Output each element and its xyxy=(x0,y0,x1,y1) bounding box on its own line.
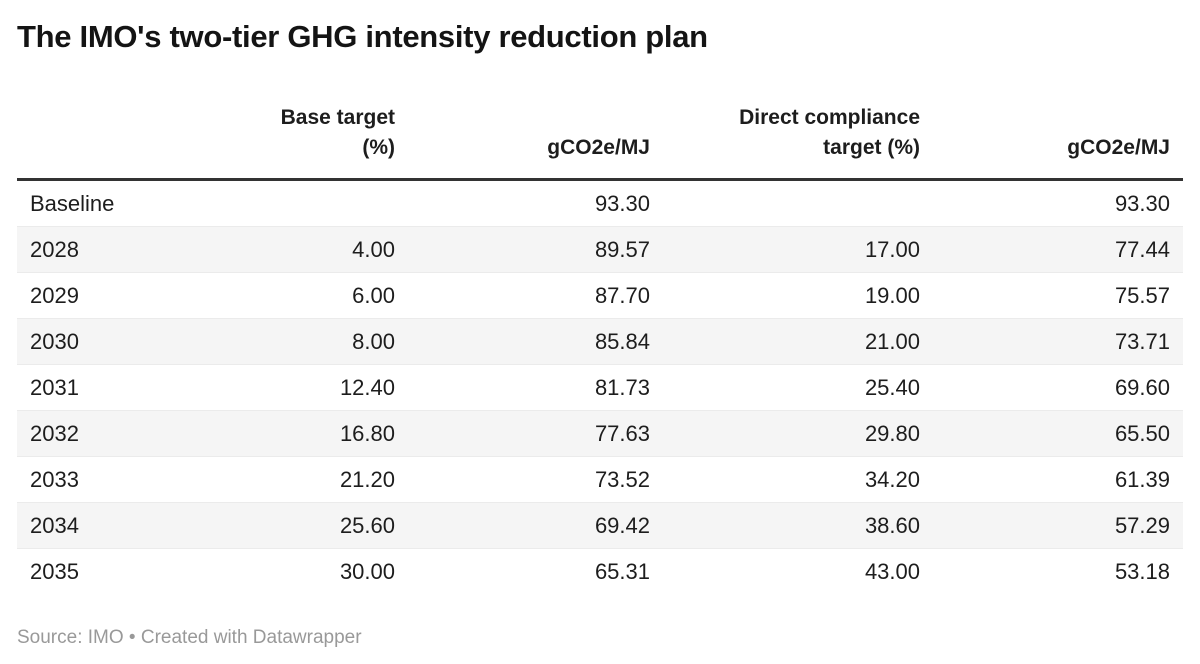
cell-base-gco2e-mj: 93.30 xyxy=(594,191,650,216)
cell-base-gco2e-mj: 69.42 xyxy=(408,502,663,549)
cell-direct-compliance-target-pct xyxy=(663,180,933,227)
cell-base-gco2e-mj: 89.57 xyxy=(408,226,663,273)
column-header-rowlabel xyxy=(17,103,192,181)
table-row-2030: 2030 8.00 85.84 21.00 73.71 xyxy=(17,318,1183,365)
column-header-direct-compliance-target-pct: Direct compliance target (%) xyxy=(663,103,933,181)
cell-direct-gco2e-mj: 65.50 xyxy=(933,410,1183,457)
cell-direct-gco2e-mj: 57.29 xyxy=(933,502,1183,549)
table-row-2028: 2028 4.00 89.57 17.00 77.44 xyxy=(17,226,1183,273)
cell-direct-gco2e-mj: 93.30 xyxy=(1114,191,1170,216)
cell-base-target-pct: 4.00 xyxy=(192,226,408,273)
cell-base-target-pct: 6.00 xyxy=(192,272,408,319)
cell-base-gco2e-mj: 65.31 xyxy=(408,548,663,594)
table-body: Baseline 93.30 93.30 2028 4.00 89.57 17.00 77.4… xyxy=(17,180,1183,594)
table-row-2033: 2033 21.20 73.52 34.20 61.39 xyxy=(17,456,1183,503)
data-table: Base target (%) gCO2e/MJ Direct compliance… xyxy=(17,103,1183,594)
table-header-row: Base target (%) gCO2e/MJ Direct compliance… xyxy=(17,103,1183,181)
cell-base-target-pct: 12.40 xyxy=(192,364,408,411)
table-row-2032: 2032 16.80 77.63 29.80 65.50 xyxy=(17,410,1183,457)
cell-base-gco2e-mj: 73.52 xyxy=(408,456,663,503)
cell-base-target-pct: 25.60 xyxy=(192,502,408,549)
cell-base-target-pct: 30.00 xyxy=(192,548,408,594)
table-row-2034: 2034 25.60 69.42 38.60 57.29 xyxy=(17,502,1183,549)
row-label: 2030 xyxy=(17,318,192,365)
row-label: 2032 xyxy=(17,410,192,457)
table-row-2031: 2031 12.40 81.73 25.40 69.60 xyxy=(17,364,1183,411)
row-label: 2033 xyxy=(17,456,192,503)
cell-base-target-pct xyxy=(192,180,408,227)
cell-base-gco2e-mj: 77.63 xyxy=(408,410,663,457)
cell-direct-compliance-target-pct: 29.80 xyxy=(663,410,933,457)
table-row-baseline: Baseline 93.30 93.30 xyxy=(17,180,1183,227)
row-label: Baseline xyxy=(30,191,115,216)
cell-direct-gco2e-mj: 61.39 xyxy=(933,456,1183,503)
cell-direct-compliance-target-pct: 19.00 xyxy=(663,272,933,319)
cell-direct-compliance-target-pct: 25.40 xyxy=(663,364,933,411)
cell-base-gco2e-mj: 87.70 xyxy=(408,272,663,319)
table-row-2029: 2029 6.00 87.70 19.00 75.57 xyxy=(17,272,1183,319)
cell-base-target-pct: 8.00 xyxy=(192,318,408,365)
cell-direct-gco2e-mj: 69.60 xyxy=(933,364,1183,411)
column-header-base-gco2e-mj: gCO2e/MJ xyxy=(408,103,663,181)
row-label: 2035 xyxy=(17,548,192,594)
source-attribution: Source: IMO • Created with Datawrapper xyxy=(17,625,1183,650)
column-header-direct-gco2e-mj: gCO2e/MJ xyxy=(933,103,1183,181)
cell-base-target-pct: 21.20 xyxy=(192,456,408,503)
cell-direct-compliance-target-pct: 38.60 xyxy=(663,502,933,549)
row-label: 2029 xyxy=(17,272,192,319)
cell-base-gco2e-mj: 85.84 xyxy=(408,318,663,365)
cell-direct-gco2e-mj: 73.71 xyxy=(933,318,1183,365)
column-header-base-target-pct: Base target (%) xyxy=(192,103,408,181)
cell-direct-compliance-target-pct: 43.00 xyxy=(663,548,933,594)
cell-direct-compliance-target-pct: 21.00 xyxy=(663,318,933,365)
cell-direct-gco2e-mj: 53.18 xyxy=(933,548,1183,594)
cell-base-target-pct: 16.80 xyxy=(192,410,408,457)
cell-direct-gco2e-mj: 75.57 xyxy=(933,272,1183,319)
cell-base-gco2e-mj: 81.73 xyxy=(408,364,663,411)
cell-direct-gco2e-mj: 77.44 xyxy=(933,226,1183,273)
row-label: 2034 xyxy=(17,502,192,549)
table-row-2035: 2035 30.00 65.31 43.00 53.18 xyxy=(17,548,1183,594)
row-label: 2031 xyxy=(17,364,192,411)
source-attribution-text: Source: IMO • Created with Datawrapper xyxy=(17,627,362,648)
cell-direct-compliance-target-pct: 34.20 xyxy=(663,456,933,503)
row-label: 2028 xyxy=(17,226,192,273)
chart-title: The IMO's two-tier GHG intensity reducti… xyxy=(17,19,708,54)
cell-direct-compliance-target-pct: 17.00 xyxy=(663,226,933,273)
